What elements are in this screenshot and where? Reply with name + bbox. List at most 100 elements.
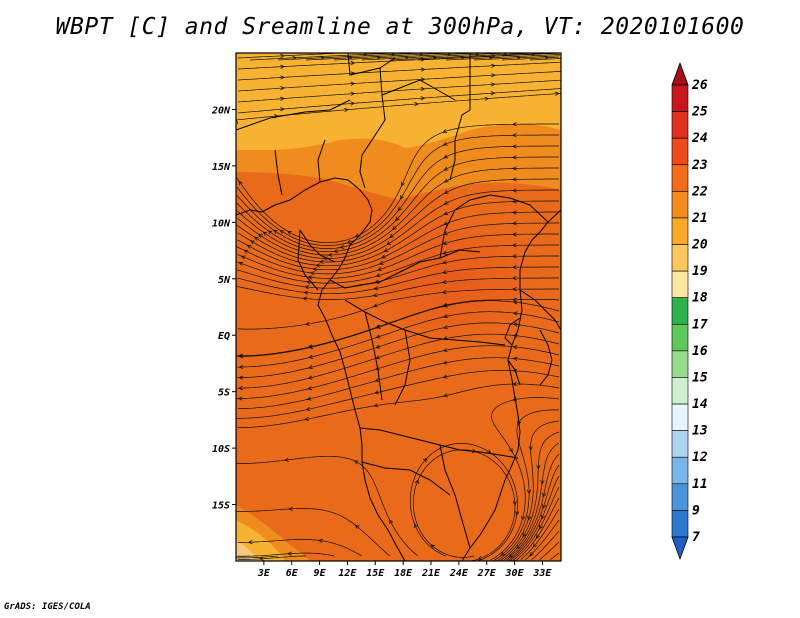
lon-tick-label: 21E [421,568,441,579]
streamline-arrow [522,532,527,538]
streamline-arrow [511,232,517,237]
streamline-arrow [375,334,381,339]
streamline [236,508,391,557]
colorbar-swatch [671,377,689,405]
streamline-arrow [442,314,448,319]
streamline-arrow [322,256,328,261]
colorbar-label: 16 [692,344,708,359]
streamline-arrow [286,230,292,235]
streamline-arrow [526,489,532,495]
colorbar-label: 11 [692,477,708,492]
streamline-arrow [375,273,381,278]
streamline-arrow [307,275,313,280]
streamline-arrow [238,261,244,266]
streamline [236,333,560,389]
colorbar-swatch [671,191,689,219]
streamline-arrow [442,325,448,330]
streamline-arrow [477,556,483,560]
streamline [237,211,559,271]
streamline-arrow [373,403,379,408]
streamline [237,288,559,330]
colorbar-label: 15 [692,370,708,385]
streamline [237,539,363,557]
lat-tick-label: 20N [211,105,231,116]
streamline [236,255,559,289]
streamline-arrow [442,347,448,353]
streamline-arrow [511,297,517,302]
streamline-arrow [541,514,545,520]
streamline-arrow [515,510,520,516]
colorbar-label: 14 [692,397,708,412]
streamline-arrow [397,206,403,212]
colorbar-swatch [671,323,689,352]
streamline [520,508,560,560]
streamline-arrow [420,77,426,82]
colorbar-label: 19 [692,264,708,279]
streamline [237,266,559,295]
streamline-arrow [442,141,448,146]
streamline [496,420,560,561]
streamline-arrow [511,122,517,127]
streamline [529,58,561,61]
streamline-arrow [511,243,517,248]
streamline-arrow [511,144,517,149]
streamline-arrow [516,544,521,550]
streamline-arrow [442,303,448,308]
streamline-arrow [378,260,384,265]
streamline-arrow [288,506,293,511]
streamline-arrow [237,396,243,401]
streamline [236,370,560,419]
streamline [237,300,560,357]
streamline [236,145,559,249]
lon-tick-label: 33E [532,568,552,579]
colorbar-label: 20 [691,238,708,253]
colorbar-swatch [671,403,689,431]
streamline-arrow [442,241,448,245]
streamline-arrow [528,446,533,451]
streamline-arrow [333,249,339,254]
grads-credit: GrADS: IGES/COLA [4,602,91,612]
streamline-arrow [441,279,447,285]
streamline [237,555,306,560]
streamline-arrow [511,155,517,160]
streamline-arrow [511,276,517,281]
streamline-arrow [304,416,310,421]
streamline-arrow [430,544,436,549]
streamline-arrow [280,96,286,101]
map-plot-area [236,53,561,561]
streamline-arrow [309,271,315,276]
streamline-arrow [318,259,324,265]
colorbar-label: 17 [692,317,708,332]
streamline [237,322,560,379]
streamline-arrow [339,244,345,249]
streamline-arrow [305,280,311,285]
lon-tick-label: 27E [477,568,497,579]
streamline-arrow [511,188,517,193]
streamline-arrow [420,86,426,92]
streamline-arrow [373,303,378,308]
streamline-arrow [307,364,313,370]
streamline-arrow [238,180,243,186]
streamline [236,123,559,244]
streamline [236,167,559,256]
streamline-arrow [484,96,490,101]
streamline-arrow [238,386,243,391]
streamline-arrow [350,91,356,96]
lat-tick-label: EQ [218,331,230,342]
streamline-arrow [302,296,308,301]
lat-tick-label: 10S [212,444,230,455]
streamline-arrow [443,154,449,159]
streamline-arrow [350,60,356,66]
streamline-arrow [512,356,518,361]
colorbar-swatch [671,510,689,538]
streamline-arrow [512,300,518,305]
streamline-arrow [511,265,517,270]
streamline-arrow [511,287,517,292]
streamline-arrow [240,255,246,260]
streamline-arrow [375,344,381,349]
streamline-arrow [491,63,496,68]
colorbar-swatch [671,430,689,458]
streamline [236,299,559,357]
streamline-arrow [372,293,378,298]
